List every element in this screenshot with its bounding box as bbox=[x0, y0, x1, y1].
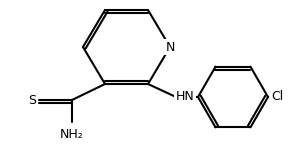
Text: S: S bbox=[28, 93, 36, 106]
Text: N: N bbox=[165, 41, 175, 54]
Text: NH₂: NH₂ bbox=[60, 128, 84, 141]
Text: Cl: Cl bbox=[271, 91, 283, 103]
Text: HN: HN bbox=[176, 91, 194, 103]
